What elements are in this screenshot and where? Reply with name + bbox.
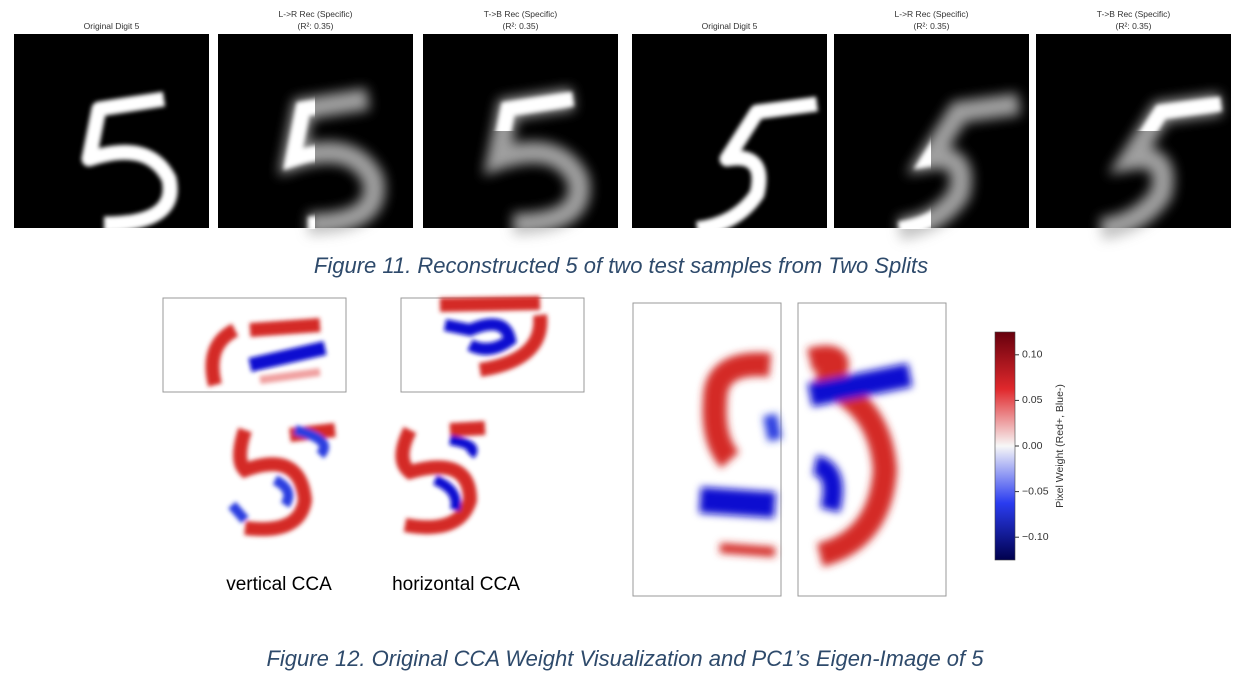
eigen-image: Pixel Weight (Red+, Blue-) <box>632 302 1066 597</box>
panel-title: (R²: 0.35) <box>503 21 539 31</box>
cca-weights: vertical CCA horizontal CCA <box>162 296 585 595</box>
colorbar-tick-label: −0.05 <box>1022 485 1049 497</box>
cca-map <box>439 296 548 377</box>
colorbar-tick-label: 0.10 <box>1022 349 1043 361</box>
image-panel <box>632 34 827 237</box>
panel-title: Original Digit 5 <box>702 21 758 31</box>
figure-12-caption: Figure 12. Original CCA Weight Visualiza… <box>266 646 984 671</box>
image-panel <box>423 34 618 235</box>
cca-map <box>395 421 486 535</box>
image-panel <box>14 34 209 232</box>
image-panel <box>834 34 1029 240</box>
image-panel <box>218 34 413 235</box>
figure-11-caption: Figure 11. Reconstructed 5 of two test s… <box>314 253 928 278</box>
colorbar <box>994 331 1016 561</box>
panel-title: Original Digit 5 <box>84 21 140 31</box>
figure-11-panels: Original Digit 5 L->R Rec (Specific) (R²: … <box>14 9 1231 240</box>
cca-label: horizontal CCA <box>392 574 520 595</box>
panel-title: L->R Rec (Specific) <box>895 9 969 19</box>
panel-title: L->R Rec (Specific) <box>279 9 353 19</box>
panel-title: (R²: 0.35) <box>298 21 334 31</box>
colorbar-axis: 0.10 0.05 0.00 −0.05 −0.10 <box>1015 349 1049 543</box>
colorbar-tick-label: −0.10 <box>1022 531 1049 543</box>
panel-title: (R²: 0.35) <box>914 21 950 31</box>
cca-map <box>228 423 336 537</box>
colorbar-tick-label: 0.00 <box>1022 440 1043 452</box>
panel-title: T->B Rec (Specific) <box>484 9 558 19</box>
image-panel <box>1036 34 1231 240</box>
panel-title: (R²: 0.35) <box>1116 21 1152 31</box>
colorbar-tick-label: 0.05 <box>1022 394 1043 406</box>
cca-label: vertical CCA <box>226 574 332 595</box>
colorbar-label: Pixel Weight (Red+, Blue-) <box>1054 384 1066 508</box>
panel-title: T->B Rec (Specific) <box>1097 9 1171 19</box>
cca-map <box>205 318 327 387</box>
